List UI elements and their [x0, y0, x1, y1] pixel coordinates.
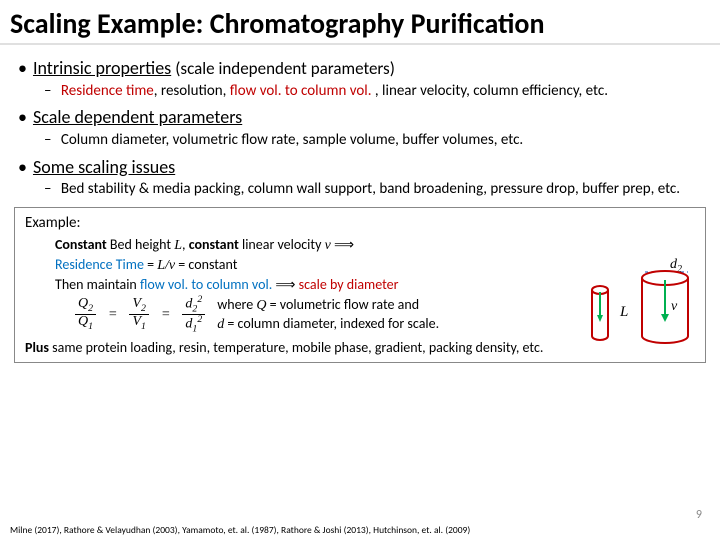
V1: V — [132, 314, 141, 329]
Q1s: 1 — [88, 321, 93, 332]
v-label: v — [671, 299, 678, 314]
Q1: Q — [78, 314, 88, 329]
intrinsic-mid1: , resolution, — [154, 82, 230, 100]
dash-icon: – — [44, 131, 51, 149]
eq-sign2: = — [161, 307, 170, 323]
intrinsic-red1: Residence time — [61, 82, 154, 100]
intrinsic-red2: flow vol. to column vol. — [230, 82, 372, 100]
ex3-d: scale by diameter — [299, 276, 399, 293]
dash-icon: – — [44, 180, 51, 198]
small-cyl-bottom — [592, 336, 608, 340]
frac-d: d22 d12 — [182, 295, 205, 335]
issues-head-underline: Some scaling issues — [33, 156, 175, 179]
intrinsic-head-paren: (scale independent parameters) — [175, 58, 395, 79]
plus-b: same protein loading, resin, temperature… — [49, 339, 543, 356]
v-arrow-head — [661, 314, 669, 322]
ex2-eq: = — [144, 256, 157, 273]
ex2-const: = constant — [175, 256, 237, 273]
dash-icon: – — [44, 82, 51, 100]
page-number: 9 — [696, 508, 702, 522]
intrinsic-sub: – Residence time, resolution, flow vol. … — [44, 82, 702, 101]
example-box: Example: Constant Bed height L, constant… — [14, 207, 706, 363]
where-text: where Q = volumetric flow rate and d = c… — [217, 296, 439, 334]
issues-sub: – Bed stability & media packing, column … — [44, 180, 702, 199]
column-diagram: d2 v L — [540, 258, 695, 353]
dependent-head-underline: Scale dependent parameters — [33, 106, 242, 129]
ex1-constant1: Constant — [55, 236, 107, 253]
bullet-icon: • — [18, 59, 27, 77]
eq-sign1: = — [108, 307, 117, 323]
ex1-b: Bed height — [107, 236, 174, 253]
ex1-arrow: ⟹ — [331, 236, 354, 253]
d1sup: 2 — [197, 314, 202, 325]
section-dependent-head: • Scale dependent parameters — [18, 106, 702, 129]
section-issues-head: • Some scaling issues — [18, 156, 702, 179]
V2s: 2 — [141, 303, 146, 314]
example-line1: Constant Bed height L, constant linear v… — [55, 236, 695, 254]
Q2s: 2 — [88, 303, 93, 314]
section-intrinsic-head: • Intrinsic properties (scale independen… — [18, 57, 702, 80]
ex1-e: linear velocity — [239, 236, 325, 253]
bullet-icon: • — [18, 108, 27, 126]
frac-Q: Q2 Q1 — [75, 297, 96, 332]
where-Q: Q — [256, 298, 266, 313]
plus-a: Plus — [25, 339, 49, 356]
ex1-c: , — [182, 236, 189, 253]
V2: V — [132, 296, 141, 311]
ex3-b: flow vol. to column vol. — [140, 276, 272, 293]
Q2: Q — [78, 296, 88, 311]
ex1-constant2: constant — [189, 236, 239, 253]
slide-title: Scaling Example: Chromatography Purifica… — [0, 0, 720, 45]
ex1-L: L — [174, 238, 182, 253]
intrinsic-head-underline: Intrinsic properties — [33, 57, 171, 79]
ex2-restime: Residence Time — [55, 256, 144, 273]
citations-footer: Milne (2017), Rathore & Velayudhan (2003… — [10, 524, 470, 536]
dependent-text: Column diameter, volumetric flow rate, s… — [61, 131, 523, 149]
dependent-sub: – Column diameter, volumetric flow rate,… — [44, 131, 702, 150]
bullet-icon: • — [18, 158, 27, 176]
small-arrow-head — [597, 315, 603, 322]
large-cyl-bottom — [642, 336, 688, 343]
L-label: L — [619, 304, 628, 320]
ex2-frac: L/v — [157, 258, 175, 273]
slide-body: • Intrinsic properties (scale independen… — [0, 45, 720, 199]
where-dt: = column diameter, indexed for scale. — [224, 315, 439, 332]
ex3-c: ⟹ — [272, 276, 298, 293]
issues-text: Bed stability & media packing, column wa… — [61, 180, 680, 198]
d2sup: 2 — [197, 294, 202, 305]
V1s: 1 — [141, 321, 146, 332]
ex3-a: Then maintain — [55, 276, 140, 293]
frac-V: V2 V1 — [129, 297, 148, 332]
d1s: 1 — [192, 324, 197, 335]
example-label: Example: — [25, 214, 695, 232]
where-Qt: = volumetric flow rate and — [267, 296, 420, 313]
intrinsic-mid2: , linear velocity, column efficiency, et… — [372, 82, 609, 100]
